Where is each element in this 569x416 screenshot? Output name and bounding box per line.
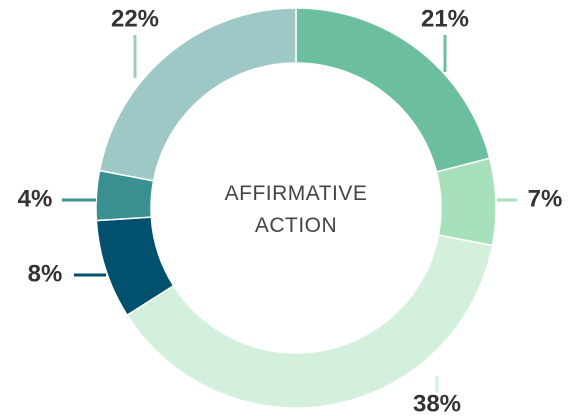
data-label: 38%	[413, 390, 461, 416]
center-title: AFFIRMATIVE ACTION	[224, 182, 368, 237]
data-label: 8%	[28, 260, 63, 287]
donut-segment	[126, 234, 494, 409]
data-label: 4%	[18, 185, 53, 212]
donut-segment	[435, 157, 497, 247]
data-label: 22%	[111, 5, 159, 32]
data-label: 21%	[421, 5, 469, 32]
donut-segment	[295, 7, 491, 173]
data-label: 7%	[528, 185, 563, 212]
donut-segment	[98, 7, 297, 182]
